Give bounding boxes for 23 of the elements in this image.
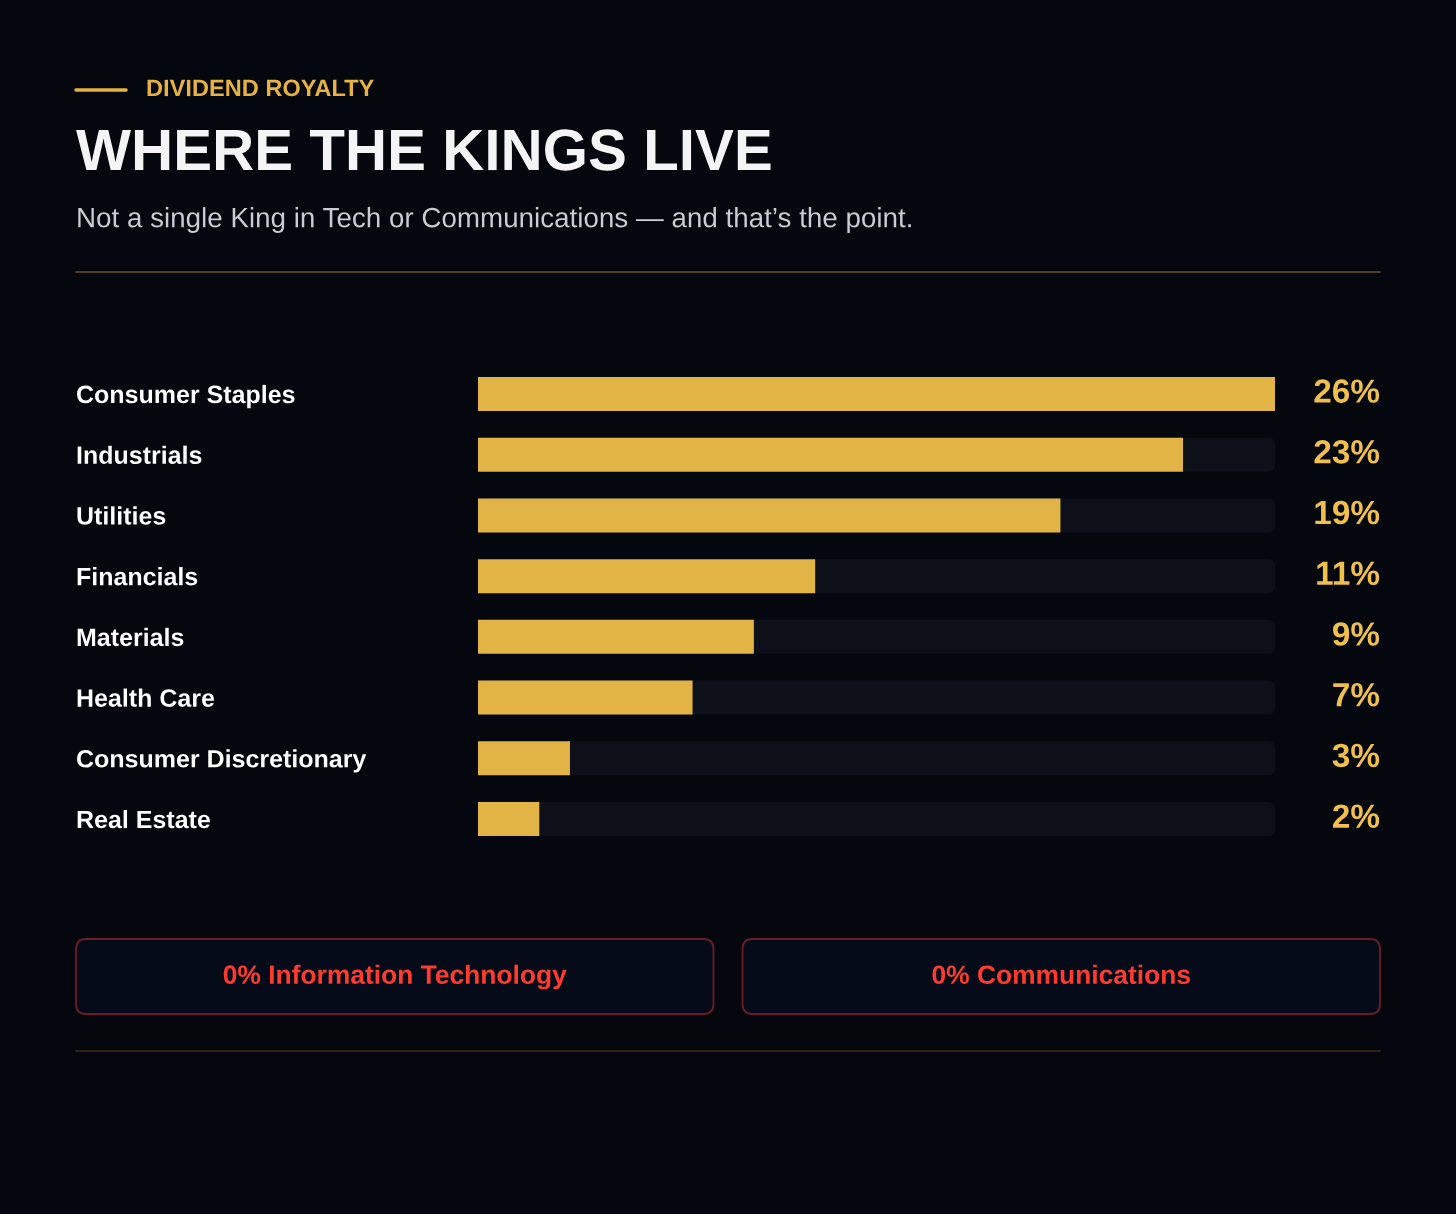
text: 0% Communications bbox=[932, 964, 1190, 985]
chart-subtitle: Not a single King in Tech or Communications — and that’s the point. bbox=[78, 207, 911, 233]
y-tick-label: Consumer Discretionary bbox=[77, 749, 367, 773]
data-label: 2% bbox=[1332, 804, 1380, 828]
y-tick-label: Financials bbox=[77, 567, 198, 586]
y-tick-label: Consumer Staples bbox=[77, 384, 295, 409]
y-tick-label: Materials bbox=[77, 627, 184, 647]
data-label: 23% bbox=[1314, 440, 1380, 464]
data-label: 19% bbox=[1315, 500, 1380, 525]
bar bbox=[478, 802, 540, 837]
y-tick-label: Real Estate bbox=[77, 809, 210, 829]
data-label: 11% bbox=[1317, 561, 1380, 586]
data-label: 9% bbox=[1332, 622, 1380, 646]
data-label: 26% bbox=[1314, 379, 1380, 403]
y-tick-label: Health Care bbox=[77, 688, 215, 707]
data-label: 3% bbox=[1332, 743, 1380, 768]
text: DIVIDEND ROYALTY bbox=[147, 79, 374, 97]
y-tick-label: Utilities bbox=[77, 506, 166, 525]
chart-title: WHERE THE KINGS LIVE bbox=[76, 129, 771, 171]
text: 0% Information Technology bbox=[223, 964, 567, 990]
data-label: 7% bbox=[1333, 683, 1380, 707]
bar bbox=[478, 741, 570, 776]
y-tick-label: Industrials bbox=[77, 445, 202, 464]
